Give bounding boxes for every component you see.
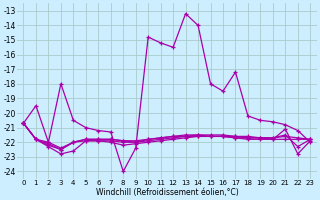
X-axis label: Windchill (Refroidissement éolien,°C): Windchill (Refroidissement éolien,°C)	[95, 188, 238, 197]
